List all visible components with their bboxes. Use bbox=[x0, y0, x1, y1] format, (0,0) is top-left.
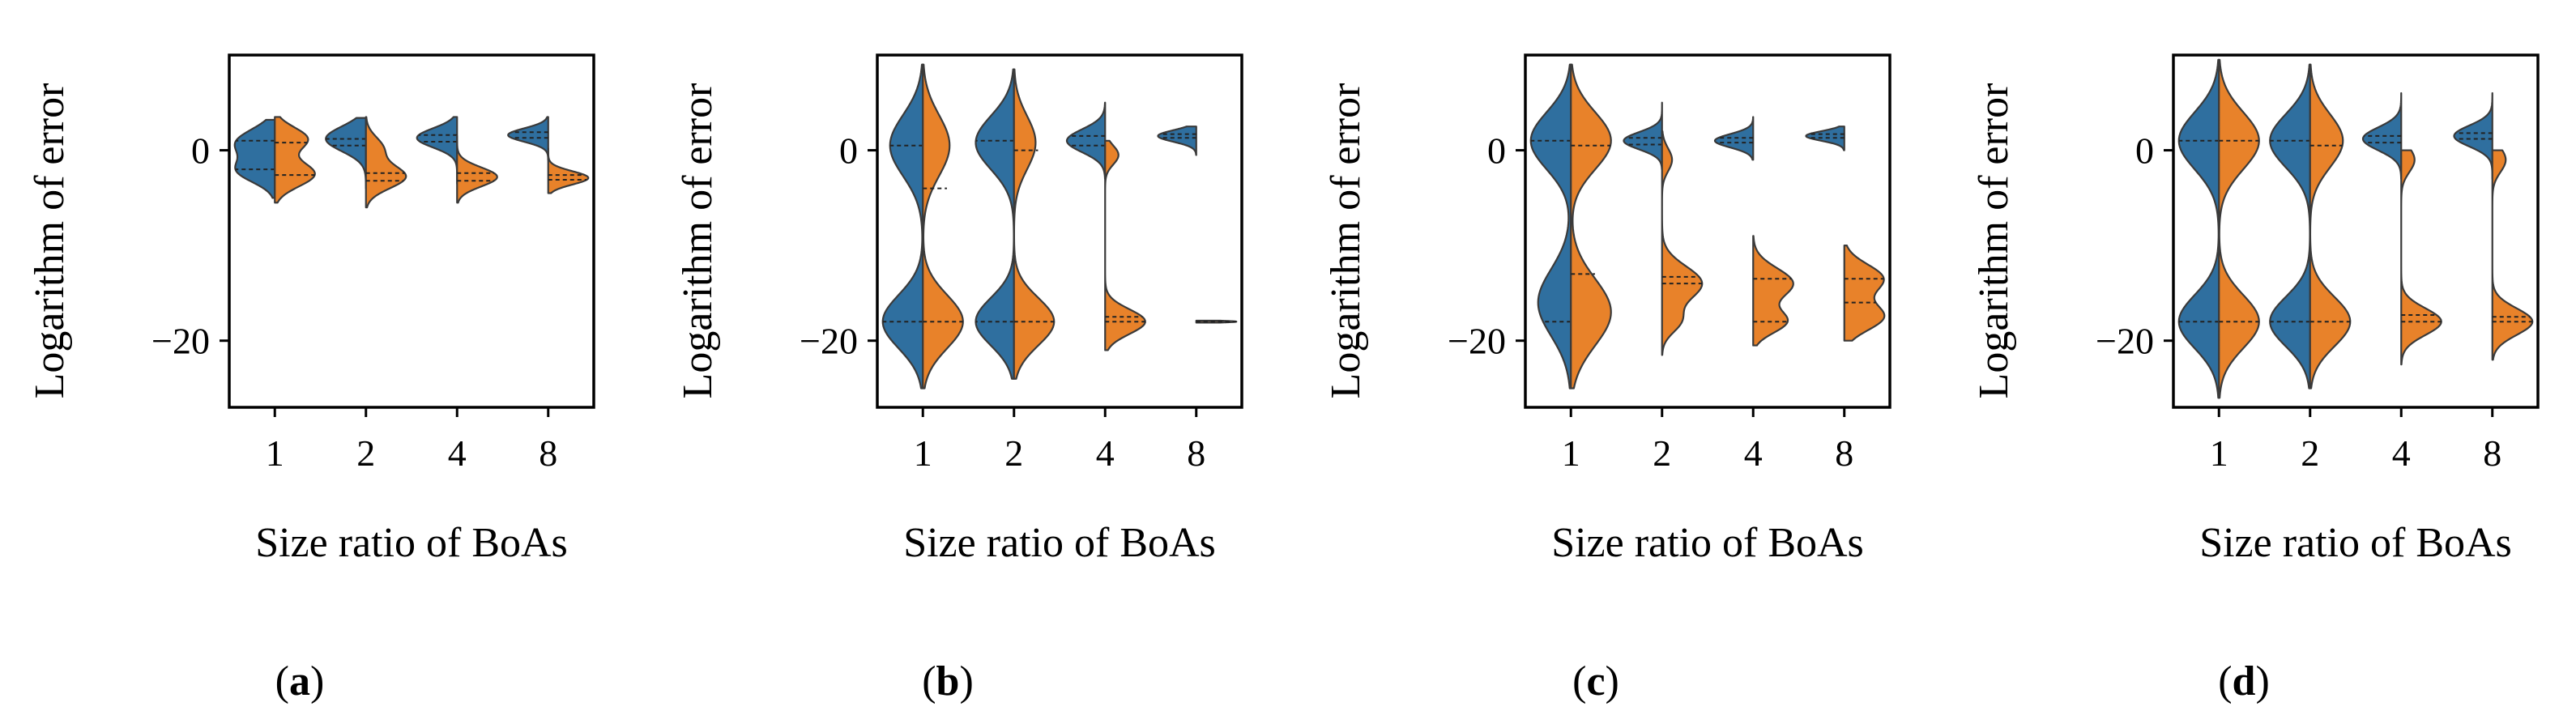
axes-frame-b bbox=[876, 53, 1243, 409]
violin-b-8-right bbox=[1195, 319, 1238, 324]
violin-a-2-right bbox=[365, 116, 407, 209]
violin-c-4-left bbox=[1713, 116, 1755, 161]
y-tick-label-d-0: 0 bbox=[2135, 130, 2154, 172]
panel-label-d: (d) bbox=[2218, 658, 2270, 705]
violin-d-8-right bbox=[2491, 149, 2534, 361]
x-tick-label-a-4: 4 bbox=[448, 432, 467, 474]
violin-c-8-right bbox=[1843, 245, 1886, 342]
violin-b-8-left bbox=[1157, 126, 1197, 156]
y-axis-label-d: Logarithm of error bbox=[1971, 83, 2017, 399]
violin-a-1-right bbox=[274, 116, 316, 204]
violin-c-2-left bbox=[1623, 101, 1663, 171]
violin-a-4-left bbox=[416, 116, 458, 185]
y-tick-label-d-1: −20 bbox=[2096, 321, 2154, 362]
violin-d-1-left bbox=[2177, 58, 2220, 399]
y-axis-label-c: Logarithm of error bbox=[1323, 83, 1369, 399]
y-tick-label-b-1: −20 bbox=[800, 321, 858, 362]
violin-c-4-right bbox=[1752, 235, 1794, 347]
panel-a: 0 −20 1 2 4 8 Size ratio of BoAs Logarithm of e… bbox=[27, 53, 595, 705]
violin-c-1-left bbox=[1529, 63, 1572, 390]
violin-a-1-left bbox=[233, 118, 276, 199]
y-tick-label-b-0: 0 bbox=[839, 130, 858, 172]
axes-frame-a bbox=[228, 53, 595, 409]
violin-a-8-left bbox=[507, 116, 549, 161]
x-tick-label-c-1: 1 bbox=[1562, 432, 1580, 474]
violin-c-2-right bbox=[1661, 130, 1704, 356]
violin-c-8-left bbox=[1805, 126, 1845, 151]
violin-a-2-left bbox=[325, 117, 367, 189]
y-tick-label-c-0: 0 bbox=[1487, 130, 1506, 172]
violin-d-2-left bbox=[2269, 63, 2311, 390]
violin-b-4-left bbox=[1065, 101, 1107, 180]
y-tick-label-a-0: 0 bbox=[191, 130, 210, 172]
y-axis-label-b: Logarithm of error bbox=[675, 83, 721, 399]
violin-b-4-right bbox=[1104, 139, 1146, 351]
violin-b-2-right bbox=[1013, 68, 1056, 380]
panel-c: 0 −20 1 2 4 8 Size ratio of BoAs Logarithm of e… bbox=[1323, 53, 1891, 705]
violin-a-8-right bbox=[547, 147, 590, 194]
axes-frame-c bbox=[1524, 53, 1891, 409]
violin-d-1-right bbox=[2218, 58, 2260, 399]
x-tick-label-d-4: 4 bbox=[2392, 432, 2411, 474]
x-tick-label-d-1: 1 bbox=[2210, 432, 2228, 474]
y-tick-label-c-1: −20 bbox=[1448, 321, 1506, 362]
panel-label-a: (a) bbox=[275, 658, 325, 705]
panel-b: 0 −20 1 2 4 8 Size ratio of BoAs Logarithm of e… bbox=[675, 53, 1243, 705]
x-tick-label-b-8: 8 bbox=[1187, 432, 1205, 474]
x-tick-label-c-8: 8 bbox=[1835, 432, 1853, 474]
x-tick-label-b-4: 4 bbox=[1096, 432, 1115, 474]
violin-b-1-right bbox=[922, 63, 964, 390]
violin-b-1-left bbox=[881, 63, 924, 390]
violin-d-8-left bbox=[2453, 92, 2493, 180]
violin-a-4-right bbox=[456, 134, 498, 204]
y-axis-label-a: Logarithm of error bbox=[27, 83, 73, 399]
panel-label-c: (c) bbox=[1572, 658, 1619, 705]
violin-d-4-right bbox=[2400, 149, 2442, 366]
x-tick-label-d-2: 2 bbox=[2301, 432, 2319, 474]
x-tick-label-b-1: 1 bbox=[914, 432, 932, 474]
x-tick-label-c-2: 2 bbox=[1653, 432, 1671, 474]
violin-c-1-right bbox=[1570, 63, 1612, 390]
x-tick-label-b-2: 2 bbox=[1004, 432, 1023, 474]
x-axis-label-a: Size ratio of BoAs bbox=[255, 520, 568, 566]
axes-frame-d bbox=[2172, 53, 2540, 409]
x-tick-label-a-2: 2 bbox=[356, 432, 375, 474]
violin-b-2-left bbox=[975, 68, 1015, 380]
x-tick-label-d-8: 8 bbox=[2483, 432, 2501, 474]
x-axis-label-b: Size ratio of BoAs bbox=[903, 520, 1216, 566]
x-tick-label-a-8: 8 bbox=[539, 432, 557, 474]
x-axis-label-d: Size ratio of BoAs bbox=[2199, 520, 2512, 566]
x-tick-label-a-1: 1 bbox=[266, 432, 284, 474]
violin-d-2-right bbox=[2309, 63, 2352, 390]
x-axis-label-c: Size ratio of BoAs bbox=[1551, 520, 1864, 566]
panel-label-b: (b) bbox=[922, 658, 974, 705]
y-tick-label-a-1: −20 bbox=[151, 321, 210, 362]
panel-d: 0 −20 1 2 4 8 Size ratio of BoAs Logarithm of e… bbox=[1971, 53, 2540, 705]
x-tick-label-c-4: 4 bbox=[1744, 432, 1763, 474]
